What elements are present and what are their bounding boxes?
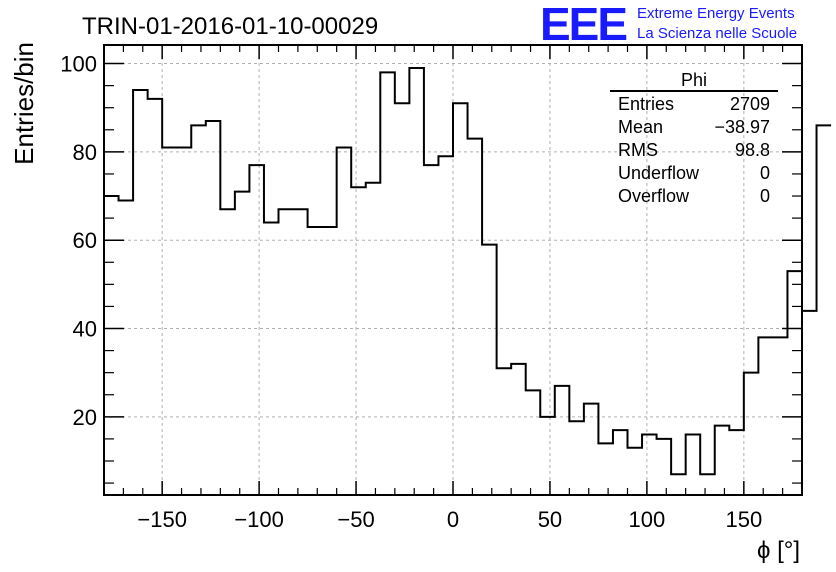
x-tick-label: −150 (137, 507, 187, 532)
stats-value-mean: −38.97 (714, 117, 770, 137)
histogram-series-line (104, 66, 832, 476)
x-tick-label: 0 (447, 507, 459, 532)
y-tick-label: 60 (73, 228, 97, 253)
x-tick-label: 150 (725, 507, 762, 532)
y-tick-label: 40 (73, 317, 97, 342)
x-axis-label: ϕ [°] (757, 537, 800, 564)
stats-title: Phi (681, 70, 707, 90)
x-tick-label: 50 (538, 507, 562, 532)
stats-value-underflow: 0 (760, 163, 770, 183)
y-tick-label: 100 (60, 52, 97, 77)
logo-line-1: Extreme Energy Events (637, 5, 795, 22)
y-axis-label: Entries/bin (9, 42, 39, 165)
grid-lines (104, 45, 802, 495)
x-tick-label: −100 (234, 507, 284, 532)
stats-label-rms: RMS (618, 140, 658, 160)
stats-value-rms: 98.8 (735, 140, 770, 160)
stats-value-entries: 2709 (730, 94, 770, 114)
stats-label-mean: Mean (618, 117, 663, 137)
stats-label-underflow: Underflow (618, 163, 700, 183)
x-tick-label: −50 (337, 507, 374, 532)
stats-value-overflow: 0 (760, 186, 770, 206)
stats-label-overflow: Overflow (618, 186, 690, 206)
y-tick-label: 20 (73, 405, 97, 430)
stats-box: Phi Entries 2709 Mean −38.97 RMS 98.8 Un… (610, 70, 778, 206)
stats-label-entries: Entries (618, 94, 674, 114)
logo-line-2: La Scienza nelle Scuole (637, 25, 797, 42)
axis-tick-labels: −150 −100 −50 0 50 100 150 20 40 60 80 100 (60, 52, 762, 532)
x-tick-label: 100 (629, 507, 666, 532)
chart-title: TRIN-01-2016-01-10-00029 (82, 13, 378, 40)
axis-ticks (104, 45, 802, 495)
y-tick-label: 80 (73, 140, 97, 165)
eee-logo: EEE (540, 0, 626, 50)
